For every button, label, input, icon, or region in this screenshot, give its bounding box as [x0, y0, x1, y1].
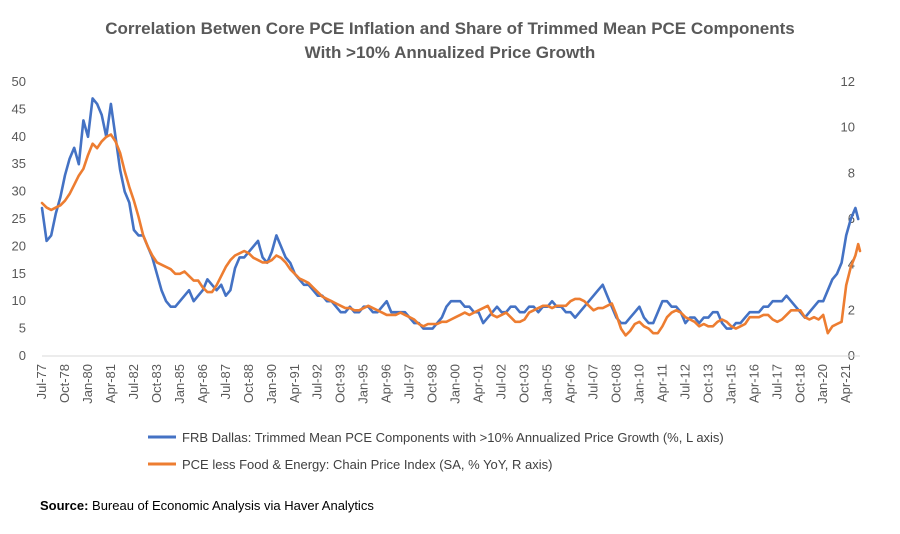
- legend-label-trimmed-mean: FRB Dallas: Trimmed Mean PCE Components …: [182, 430, 724, 445]
- x-tick-label: Jan-15: [723, 364, 738, 404]
- x-tick-label: Oct-83: [149, 364, 164, 403]
- x-tick-label: Apr-16: [746, 364, 761, 403]
- source-note: Source: Bureau of Economic Analysis via …: [40, 498, 374, 513]
- y-right-tick-label: 8: [848, 165, 855, 180]
- y-left-tick-label: 0: [19, 348, 26, 363]
- x-tick-label: Oct-98: [425, 364, 440, 403]
- y-left-tick-label: 45: [12, 101, 26, 116]
- x-tick-label: Apr-91: [287, 364, 302, 403]
- chart-title-line-1: Correlation Betwen Core PCE Inflation an…: [105, 19, 795, 38]
- x-tick-label: Jul-82: [126, 364, 141, 399]
- legend: FRB Dallas: Trimmed Mean PCE Components …: [148, 430, 724, 472]
- y-left-tick-label: 50: [12, 74, 26, 89]
- x-tick-label: Apr-06: [562, 364, 577, 403]
- x-tick-label: Jul-92: [310, 364, 325, 399]
- x-tick-label: Jul-77: [34, 364, 49, 399]
- legend-label-core-pce: PCE less Food & Energy: Chain Price Inde…: [182, 457, 552, 472]
- x-tick-label: Jul-07: [585, 364, 600, 399]
- x-axis: Jul-77 Oct-78 Jan-80 Apr-81 Jul-82 Oct-83 Jan-…: [34, 364, 853, 404]
- y-left-tick-label: 20: [12, 238, 26, 253]
- x-tick-label: Oct-03: [517, 364, 532, 403]
- y-left-tick-label: 35: [12, 156, 26, 171]
- chart-title-line-2: With >10% Annualized Price Growth: [305, 43, 596, 62]
- y-left-tick-label: 25: [12, 211, 26, 226]
- y-right-tick-label: 10: [841, 120, 855, 135]
- x-tick-label: Oct-88: [241, 364, 256, 403]
- x-tick-label: Oct-08: [608, 364, 623, 403]
- x-tick-label: Jan-05: [540, 364, 555, 404]
- y-right-tick-label: 12: [841, 74, 855, 89]
- y-axis-left: 0 5 10 15 20 25 30 35 40 45 50: [12, 74, 26, 363]
- x-tick-label: Oct-13: [700, 364, 715, 403]
- source-text: Bureau of Economic Analysis via Haver An…: [88, 498, 374, 513]
- x-tick-label: Apr-81: [103, 364, 118, 403]
- x-tick-label: Jul-87: [218, 364, 233, 399]
- y-left-tick-label: 40: [12, 129, 26, 144]
- x-tick-label: Apr-21: [838, 364, 853, 403]
- x-tick-label: Jan-90: [264, 364, 279, 404]
- x-tick-label: Jan-20: [815, 364, 830, 404]
- x-tick-label: Jul-02: [494, 364, 509, 399]
- y-left-tick-label: 15: [12, 266, 26, 281]
- y-left-tick-label: 5: [19, 321, 26, 336]
- x-tick-label: Apr-96: [379, 364, 394, 403]
- y-left-tick-label: 10: [12, 293, 26, 308]
- x-tick-label: Apr-11: [654, 364, 669, 402]
- x-tick-label: Apr-86: [195, 364, 210, 403]
- x-tick-label: Jul-97: [402, 364, 417, 399]
- x-tick-label: Jan-85: [172, 364, 187, 404]
- x-tick-label: Oct-18: [792, 364, 807, 403]
- x-tick-label: Oct-93: [333, 364, 348, 403]
- x-tick-label: Jan-00: [448, 364, 463, 404]
- series-layer: [40, 97, 862, 337]
- source-label: Source:: [40, 498, 89, 513]
- x-tick-label: Apr-01: [471, 364, 486, 403]
- x-tick-label: Jul-12: [677, 364, 692, 399]
- x-tick-label: Jan-95: [356, 364, 371, 404]
- y-left-tick-label: 30: [12, 184, 26, 199]
- series-line-trimmed-mean: [40, 97, 860, 330]
- x-tick-label: Jan-10: [631, 364, 646, 404]
- x-tick-label: Jul-17: [769, 364, 784, 399]
- x-tick-label: Oct-78: [57, 364, 72, 403]
- x-tick-label: Jan-80: [80, 364, 95, 404]
- y-right-tick-label: 2: [848, 302, 855, 317]
- series-line-core-pce: [40, 133, 862, 337]
